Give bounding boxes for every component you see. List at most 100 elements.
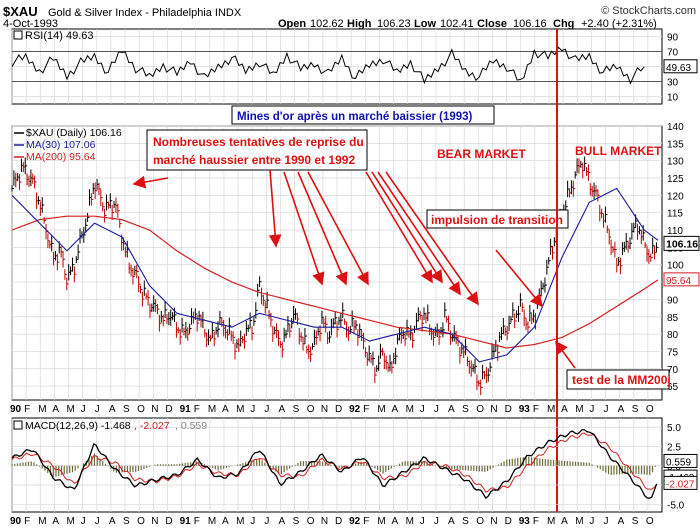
annotation-arrow: [268, 169, 282, 248]
x-tick-label: M: [236, 516, 244, 527]
title-box: [231, 105, 495, 125]
x-tick-label: S: [632, 516, 639, 527]
x-tick-label: F: [363, 404, 369, 415]
macd-value-text: 0.559: [666, 457, 691, 468]
x-tick-label: J: [603, 516, 608, 527]
annotation-arrow: [283, 171, 325, 286]
ohlc-value: 106.16: [513, 18, 547, 30]
x-tick-label: F: [363, 516, 369, 527]
last-price-box: [663, 235, 700, 251]
x-tick-label: S: [123, 404, 130, 415]
x-tick-label: M: [575, 516, 583, 527]
ma30-line: [11, 187, 659, 363]
x-tick-label: A: [561, 516, 568, 527]
x-tick-label: 91: [180, 404, 192, 415]
x-tick-label: S: [462, 404, 469, 415]
x-tick-label: A: [448, 516, 455, 527]
rsi-tick-label: 70: [667, 48, 679, 59]
x-tick-label: D: [505, 404, 512, 415]
x-tick-label: S: [293, 404, 300, 415]
x-tick-label: M: [547, 516, 555, 527]
x-tick-label: A: [52, 516, 59, 527]
price-tick-label: 125: [667, 174, 684, 185]
rsi-value-box: [663, 59, 698, 74]
ma200-value-text: 95.64: [666, 276, 691, 287]
x-tick-label: M: [236, 404, 244, 415]
x-tick-label: 91: [180, 516, 192, 527]
x-tick-label: D: [335, 516, 342, 527]
x-tick-label: S: [293, 516, 300, 527]
x-tick-label: J: [264, 404, 269, 415]
ma200-line: [11, 215, 659, 349]
x-tick-label: 90: [10, 404, 22, 415]
x-tick-label: A: [618, 516, 625, 527]
x-tick-label: S: [462, 516, 469, 527]
bull-market-label: BULL MARKET: [575, 144, 662, 158]
annotation-arrow: [365, 171, 433, 284]
x-tick-label: J: [81, 404, 86, 415]
ohlc-label: High: [347, 18, 372, 30]
x-tick-label: M: [208, 516, 216, 527]
price-tick-label: 75: [667, 347, 679, 358]
x-tick-label: M: [406, 404, 414, 415]
ohlc-value: 102.41: [440, 18, 474, 30]
macd-tick-label: 5.0: [667, 423, 681, 434]
x-tick-label: A: [448, 404, 455, 415]
bear-market-label: BEAR MARKET: [437, 147, 526, 161]
macd-label: MACD(12,26,9) -1.468: [25, 420, 131, 432]
x-tick-label: A: [561, 404, 568, 415]
price-tick-label: 100: [667, 261, 684, 272]
rally-box: [146, 129, 368, 171]
macd-tick-label: 2.5: [667, 443, 681, 454]
x-tick-label: F: [24, 404, 30, 415]
x-tick-label: 93: [519, 516, 531, 527]
price-tick-label: 70: [667, 365, 679, 376]
x-tick-label: A: [278, 404, 285, 415]
x-tick-label: M: [38, 516, 46, 527]
date-label: 4-Oct-1993: [3, 18, 58, 30]
ohlc-label: Chg: [553, 18, 574, 30]
rsi-line: [11, 46, 645, 85]
macd-value-box: [663, 453, 698, 468]
x-tick-label: 92: [349, 404, 361, 415]
x-tick-label: M: [208, 404, 216, 415]
x-tick-label: O: [307, 516, 315, 527]
ohlc-label: Low: [414, 18, 436, 30]
x-tick-label: D: [165, 516, 172, 527]
ohlc-label: Open: [278, 18, 306, 30]
x-tick-label: J: [250, 516, 255, 527]
macd-hist-label: , 0.559: [175, 420, 207, 432]
x-tick-label: M: [38, 404, 46, 415]
watermark: © StockCharts.com: [601, 5, 696, 17]
x-tick-label: M: [377, 404, 385, 415]
x-tick-label: N: [490, 516, 497, 527]
ma200-value-box: [663, 272, 700, 287]
x-tick-label: O: [476, 404, 484, 415]
x-tick-label: O: [137, 404, 145, 415]
x-tick-label: J: [264, 516, 269, 527]
transition-label: impulsion de transition: [431, 213, 563, 227]
symbol-title: $XAU: [3, 4, 38, 19]
x-tick-label: O: [646, 404, 654, 415]
x-tick-label: F: [194, 404, 200, 415]
annotation-arrow: [385, 171, 479, 306]
x-tick-label: M: [67, 516, 75, 527]
rally-box-line1: Nombreuses tentatives de reprise du: [153, 135, 364, 149]
x-tick-label: M: [406, 516, 414, 527]
x-tick-label: J: [589, 516, 594, 527]
x-tick-label: J: [250, 404, 255, 415]
rsi-legend-swatch: [13, 30, 23, 40]
price-legend-item: MA(30) 107.06: [26, 139, 96, 151]
x-tick-label: M: [377, 516, 385, 527]
x-tick-label: M: [67, 404, 75, 415]
rsi-tick-label: 30: [667, 78, 679, 89]
x-tick-label: A: [109, 404, 116, 415]
ohlc-value: 102.62: [310, 18, 344, 30]
rsi-tick-label: 10: [667, 93, 679, 104]
price-tick-label: 80: [667, 330, 679, 341]
macd-value-box: [663, 475, 698, 490]
last-price-text: 106.16: [666, 238, 698, 250]
price-tick-label: 110: [667, 226, 683, 237]
